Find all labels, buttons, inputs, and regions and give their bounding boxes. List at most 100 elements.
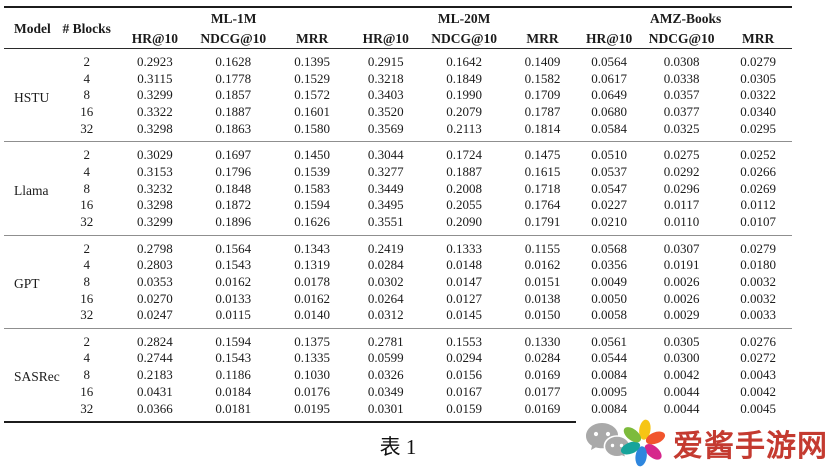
metric-value: 0.0279 xyxy=(740,240,776,256)
metric-value: 0.0326 xyxy=(367,367,404,383)
blocks-value: 2 xyxy=(83,333,90,349)
metric-value: 0.3277 xyxy=(367,163,404,179)
metric-header-ndcg10: NDCG@10 xyxy=(200,31,267,46)
dataset-header-ml1m: ML-1M xyxy=(210,11,257,26)
table-row: 16 0.0431 0.0184 0.0176 0.0349 0.0167 0.0177 0.… xyxy=(4,383,792,400)
model-name: GPT xyxy=(14,276,40,292)
metric-value: 0.0307 xyxy=(663,240,700,256)
metric-value: 0.0029 xyxy=(663,307,700,323)
metric-value: 0.1186 xyxy=(215,367,251,383)
blocks-value: 32 xyxy=(80,120,94,136)
table-row: 8 0.0353 0.0162 0.0178 0.0302 0.0147 0.0151 0.0… xyxy=(4,273,792,290)
metric-header-mrr: MRR xyxy=(295,31,329,46)
metric-value: 0.1335 xyxy=(294,350,330,366)
results-table: Model # Blocks ML-1M ML-20M AMZ-Books HR… xyxy=(4,6,792,423)
metric-value: 0.0044 xyxy=(663,400,700,416)
metric-value: 0.1539 xyxy=(294,163,330,179)
watermark-site-name: 爱酱手游网 xyxy=(673,429,828,463)
blocks-value: 16 xyxy=(80,104,94,120)
blocks-value: 8 xyxy=(83,180,90,196)
blocks-value: 32 xyxy=(80,214,94,229)
metric-value: 0.1580 xyxy=(294,120,330,136)
metric-value: 0.0510 xyxy=(591,147,627,163)
metric-value: 0.2079 xyxy=(446,104,483,120)
metric-value: 0.0058 xyxy=(591,307,627,323)
metric-value: 0.0042 xyxy=(740,383,776,399)
metric-header-hr10: HR@10 xyxy=(585,31,633,46)
metric-value: 0.2113 xyxy=(446,120,482,136)
dataset-header-amz-books: AMZ-Books xyxy=(649,11,722,26)
metric-value: 0.1896 xyxy=(215,214,252,229)
metric-header-ndcg10: NDCG@10 xyxy=(648,31,715,46)
table-row: HSTU 2 0.2923 0.1628 0.1395 0.2915 0.1642 0.140… xyxy=(4,49,792,104)
blocks-value: 2 xyxy=(83,240,90,256)
metric-value: 0.1319 xyxy=(294,257,330,273)
metric-value: 0.0167 xyxy=(446,383,483,399)
metric-value: 0.0264 xyxy=(367,290,404,306)
metric-value: 0.0270 xyxy=(137,290,173,306)
metric-value: 0.0032 xyxy=(740,290,776,306)
metric-value: 0.0176 xyxy=(294,383,330,399)
metric-value: 0.0044 xyxy=(663,383,700,399)
metric-value: 0.0177 xyxy=(524,383,561,399)
metric-value: 0.1601 xyxy=(294,104,330,120)
metric-value: 0.0305 xyxy=(740,70,776,86)
metric-value: 0.2781 xyxy=(367,333,404,349)
blocks-value: 16 xyxy=(80,290,94,306)
metric-value: 0.1395 xyxy=(294,54,330,69)
metric-value: 0.3299 xyxy=(137,214,173,229)
metric-value: 0.1594 xyxy=(294,197,330,213)
table-row: 4 0.3153 0.1796 0.1539 0.3277 0.1887 0.1615 0.0… xyxy=(4,163,792,180)
metric-value: 0.0095 xyxy=(591,383,627,399)
blocks-value: 2 xyxy=(83,54,90,69)
metric-value: 0.1709 xyxy=(524,87,561,103)
blocks-value: 8 xyxy=(83,367,90,383)
metric-value: 0.0276 xyxy=(740,333,776,349)
flower-logo-icon xyxy=(620,419,666,466)
metric-value: 0.1529 xyxy=(294,70,330,86)
metric-value: 0.0191 xyxy=(663,257,700,273)
table-row: Llama 2 0.3029 0.1697 0.1450 0.3044 0.1724 0.14… xyxy=(4,142,792,197)
model-name: Llama xyxy=(14,182,49,198)
metric-value: 0.1450 xyxy=(294,147,330,163)
metric-value: 0.0138 xyxy=(524,290,561,306)
model-group-hstu: HSTU 2 0.2923 0.1628 0.1395 0.2915 0.1642 0.140… xyxy=(4,49,792,142)
table-row: SASRec 2 0.2824 0.1594 0.1375 0.2781 0.1553 0.1… xyxy=(4,328,792,384)
metric-header-hr10: HR@10 xyxy=(362,31,409,46)
metric-value: 0.0296 xyxy=(663,180,700,196)
metric-value: 0.0357 xyxy=(663,87,700,103)
metric-value: 0.1764 xyxy=(524,197,561,213)
metric-value: 0.0366 xyxy=(137,400,173,416)
metric-value: 0.2419 xyxy=(367,240,404,256)
table-row: 4 0.2744 0.1543 0.1335 0.0599 0.0294 0.0284 0.0… xyxy=(4,350,792,367)
blocks-value: 4 xyxy=(83,163,90,179)
metric-value: 0.0110 xyxy=(663,214,700,229)
metric-value: 0.2803 xyxy=(137,257,173,273)
metric-value: 0.0178 xyxy=(294,273,330,289)
metric-value: 0.0162 xyxy=(294,290,330,306)
metric-value: 0.3115 xyxy=(137,70,173,86)
metric-value: 0.0151 xyxy=(524,273,561,289)
metric-value: 0.0049 xyxy=(591,273,627,289)
metric-value: 0.0162 xyxy=(524,257,561,273)
metric-value: 0.1155 xyxy=(524,240,561,256)
metric-value: 0.1626 xyxy=(294,214,330,229)
table-row: 8 0.3299 0.1857 0.1572 0.3403 0.1990 0.1709 0.0… xyxy=(4,87,792,104)
metric-value: 0.1564 xyxy=(215,240,252,256)
metric-value: 0.1343 xyxy=(294,240,330,256)
col-header-blocks: # Blocks xyxy=(62,21,111,36)
metric-value: 0.0568 xyxy=(591,240,627,256)
metric-value: 0.0181 xyxy=(215,400,252,416)
metric-value: 0.1697 xyxy=(215,147,252,163)
metric-value: 0.0147 xyxy=(446,273,483,289)
metric-header-hr10: HR@10 xyxy=(131,31,179,46)
metric-value: 0.1543 xyxy=(215,350,252,366)
metric-value: 0.0279 xyxy=(740,54,776,69)
metric-value: 0.3299 xyxy=(137,87,173,103)
metric-value: 0.1330 xyxy=(524,333,561,349)
metric-value: 0.1582 xyxy=(524,70,561,86)
metric-value: 0.1615 xyxy=(524,163,561,179)
metric-value: 0.1543 xyxy=(215,257,252,273)
metric-value: 0.0680 xyxy=(591,104,627,120)
metric-value: 0.0301 xyxy=(367,400,404,416)
